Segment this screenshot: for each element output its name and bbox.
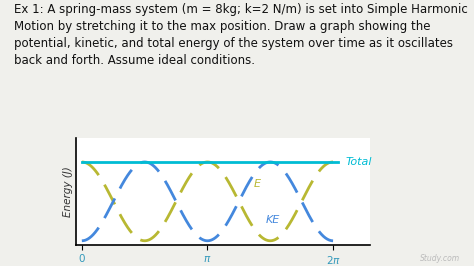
Text: Total: Total — [346, 157, 372, 167]
Text: E: E — [254, 179, 261, 189]
Text: Ex 1: A spring-mass system (m = 8kg; k=2 N/m) is set into Simple Harmonic
Motion: Ex 1: A spring-mass system (m = 8kg; k=2… — [14, 3, 468, 67]
Text: KE: KE — [266, 215, 280, 226]
Y-axis label: Energy (J): Energy (J) — [63, 166, 73, 217]
Text: Study.com: Study.com — [419, 254, 460, 263]
